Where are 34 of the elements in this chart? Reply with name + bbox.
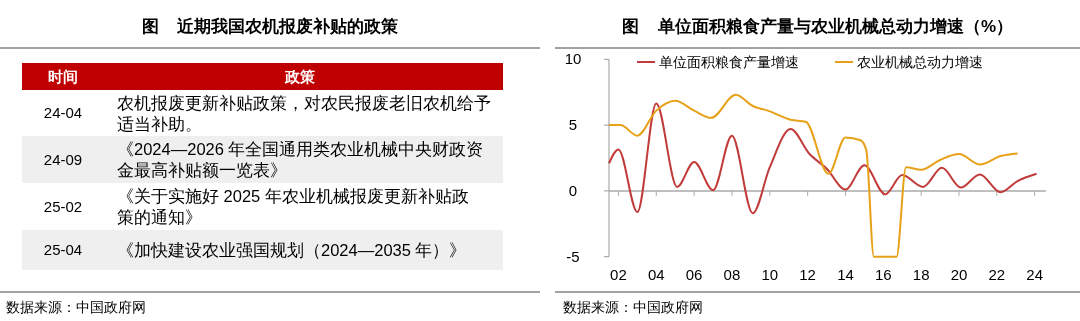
text: 《2024—2026 年全国通用类农业机械中央财政资金最高补贴额一览表》 (117, 140, 484, 179)
x-tick-label: 06 (685, 266, 703, 283)
x-tick-label: 14 (837, 266, 854, 283)
category-label: 24-09 (43, 150, 83, 168)
source-note: 数据来源：中国政府网 (563, 299, 703, 315)
x-tick-label: 24 (1026, 266, 1043, 283)
x-tick-label: 08 (723, 266, 741, 283)
text: 农机报废更新补贴政策，对农民报废老旧农机给予适当补助。 (117, 93, 491, 133)
line-series (608, 93, 1019, 258)
text: 《关于实施好 2025 年农业机械报废更新补贴政策的通知》 (117, 187, 469, 226)
category-label: 时间 (48, 68, 78, 85)
legend-label: 农业机械总动力增速 (857, 54, 983, 70)
source-note: 数据来源：中国政府网 (6, 299, 146, 315)
text: 图 近期我国农机报废补贴的政策 (141, 17, 399, 36)
text: 《加快建设农业强国规划（2024—2035 年）》 (117, 241, 467, 259)
x-tick-label: 04 (647, 266, 665, 283)
category-label: 政策 (284, 68, 316, 85)
y-tick-label: -5 (566, 247, 580, 265)
category-label: 25-04 (43, 241, 83, 258)
x-tick-label: 20 (950, 266, 968, 283)
x-tick-label: 22 (988, 266, 1006, 283)
x-tick-label: 12 (799, 266, 816, 283)
category-label: 24-04 (43, 104, 83, 121)
x-tick-label: 16 (874, 266, 892, 283)
y-tick-label: 0 (568, 181, 578, 199)
legend-label: 单位面积粮食产量增速 (659, 54, 799, 70)
chart-title: 图 单位面积粮食产量与农业机械总动力增速（%） (621, 17, 1014, 36)
x-tick-label: 10 (761, 266, 779, 283)
y-tick-label: 5 (568, 116, 578, 134)
category-label: 25-02 (43, 197, 83, 215)
x-tick-label: 02 (610, 266, 627, 283)
y-tick-label: 10 (564, 50, 582, 68)
x-tick-label: 18 (912, 266, 930, 283)
line-series (608, 102, 1038, 215)
